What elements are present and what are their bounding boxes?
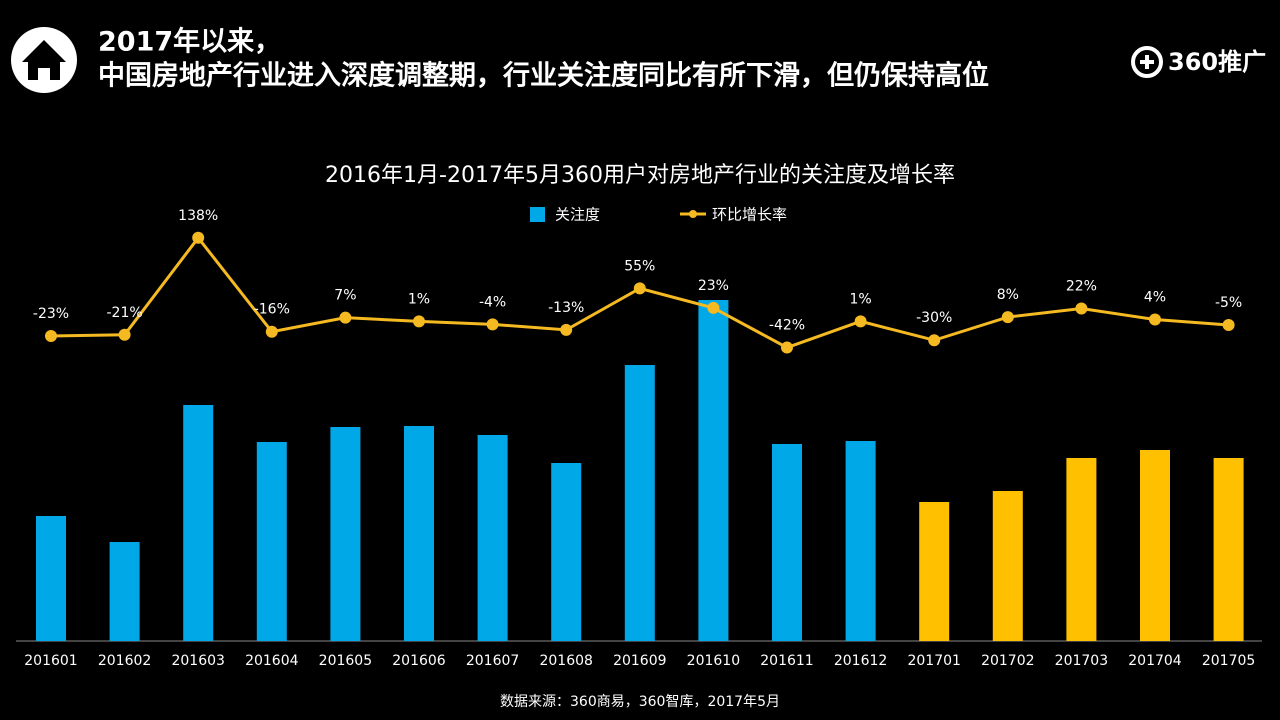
data-label: 8% <box>997 287 1019 303</box>
data-label: 7% <box>334 288 356 304</box>
line-point <box>707 301 720 314</box>
line-point <box>118 328 131 341</box>
data-label: -30% <box>916 310 952 326</box>
line-point <box>633 282 646 295</box>
logo-text: 360推广 <box>1168 48 1266 76</box>
data-label: 138% <box>178 208 218 224</box>
x-tick-label: 201612 <box>834 653 887 669</box>
data-label: -13% <box>548 300 584 316</box>
line-point <box>1149 313 1161 326</box>
bar <box>992 491 1023 641</box>
data-label: -4% <box>479 294 506 310</box>
x-tick-label: 201605 <box>319 653 372 669</box>
logo-icon <box>1131 46 1163 78</box>
data-label: -42% <box>769 318 805 334</box>
bar <box>919 502 950 641</box>
line-point <box>560 323 573 336</box>
title-line1: 2017年以来， <box>98 26 281 58</box>
bar <box>1213 458 1244 641</box>
line-point <box>45 329 57 342</box>
data-label: -5% <box>1215 295 1242 311</box>
bar <box>404 426 434 641</box>
bar <box>845 441 876 641</box>
bar <box>624 365 655 641</box>
line-point <box>265 325 278 338</box>
legend-dot <box>689 210 697 218</box>
data-label: -21% <box>107 305 143 321</box>
line-point <box>781 341 793 354</box>
x-tick-label: 201701 <box>907 653 960 669</box>
x-tick-label: 201602 <box>98 653 151 669</box>
bar <box>36 516 66 641</box>
line-point <box>854 315 867 328</box>
x-tick-label: 201606 <box>392 653 446 669</box>
line-point <box>1001 311 1014 324</box>
bar <box>330 427 361 641</box>
data-label: 1% <box>408 291 430 307</box>
bar <box>772 444 802 641</box>
line-point <box>1075 302 1088 315</box>
x-tick-label: 201702 <box>981 653 1034 669</box>
line-point <box>928 334 941 347</box>
x-tick-label: 201601 <box>24 653 77 669</box>
x-tick-label: 201603 <box>171 653 224 669</box>
x-tick-label: 201608 <box>539 653 592 669</box>
x-tick-label: 201610 <box>687 653 740 669</box>
home-shape <box>22 40 66 80</box>
data-label: -16% <box>254 302 290 318</box>
data-label: 23% <box>698 278 729 294</box>
legend-label: 环比增长率 <box>712 206 787 224</box>
line-point <box>1222 319 1235 331</box>
data-label: 1% <box>849 291 871 307</box>
x-tick-label: 201604 <box>245 653 299 669</box>
title-line2: 中国房地产行业进入深度调整期，行业关注度同比有所下滑，但仍保持高位 <box>98 60 989 92</box>
source: 数据来源：360商易，360智库，2017年5月 <box>500 694 780 710</box>
data-label: 22% <box>1066 279 1097 295</box>
x-tick-label: 201611 <box>760 653 813 669</box>
legend-label: 关注度 <box>555 206 600 224</box>
data-label: -23% <box>33 306 69 322</box>
line-point <box>486 318 499 331</box>
line-point <box>413 315 425 328</box>
x-tick-label: 201609 <box>613 653 666 669</box>
bar <box>477 435 508 641</box>
legend-swatch <box>530 207 545 222</box>
data-label: 55% <box>624 258 655 274</box>
bar <box>109 542 140 641</box>
bar <box>1066 458 1097 641</box>
x-tick-label: 201607 <box>466 653 519 669</box>
line-point <box>192 231 205 244</box>
x-tick-label: 201705 <box>1202 653 1255 669</box>
bar <box>698 300 729 641</box>
bar <box>183 405 214 641</box>
bar <box>256 442 287 641</box>
x-tick-label: 201703 <box>1055 653 1108 669</box>
x-tick-label: 201704 <box>1128 653 1182 669</box>
data-label: 4% <box>1144 290 1166 306</box>
bar <box>551 463 582 641</box>
logo-plus <box>1140 55 1154 69</box>
bar <box>1140 450 1170 641</box>
chart-title: 2016年1月-2017年5月360用户对房地产行业的关注度及增长率 <box>325 163 955 188</box>
line-point <box>339 311 352 324</box>
